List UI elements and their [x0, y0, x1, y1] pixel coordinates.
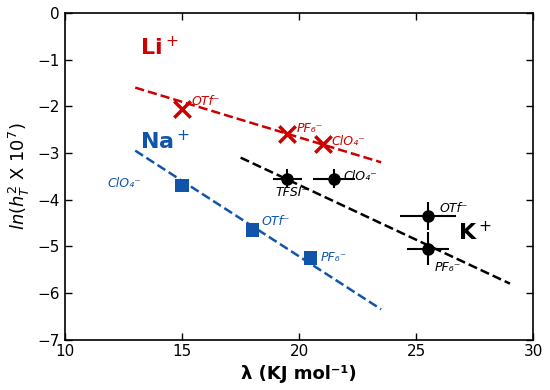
Point	[248, 227, 257, 233]
Text: ClO₄⁻: ClO₄⁻	[107, 177, 141, 190]
Text: K$^+$: K$^+$	[458, 221, 492, 244]
Text: Na$^+$: Na$^+$	[140, 129, 190, 153]
Text: Li$^+$: Li$^+$	[140, 36, 178, 60]
Point	[178, 106, 186, 112]
Y-axis label: $\mathit{ln}$($\mathit{h_T^2}$ X 10$^7$): $\mathit{ln}$($\mathit{h_T^2}$ X 10$^7$)	[7, 122, 32, 230]
Text: TFSI⁻: TFSI⁻	[276, 186, 309, 199]
Point	[318, 140, 327, 147]
Text: PF₆⁻: PF₆⁻	[297, 122, 323, 135]
Point	[178, 183, 186, 189]
Text: OTf⁻: OTf⁻	[262, 215, 290, 228]
Text: ClO₄⁻: ClO₄⁻	[344, 170, 377, 183]
Text: ClO₄⁻: ClO₄⁻	[332, 135, 366, 148]
Point	[283, 131, 292, 137]
Text: OTf⁻: OTf⁻	[439, 202, 468, 215]
Text: PF₆⁻: PF₆⁻	[435, 261, 461, 274]
Text: OTf⁻: OTf⁻	[191, 95, 220, 108]
X-axis label: λ (KJ mol⁻¹): λ (KJ mol⁻¹)	[241, 365, 357, 383]
Text: PF₆⁻: PF₆⁻	[320, 252, 346, 264]
Point	[306, 255, 315, 261]
